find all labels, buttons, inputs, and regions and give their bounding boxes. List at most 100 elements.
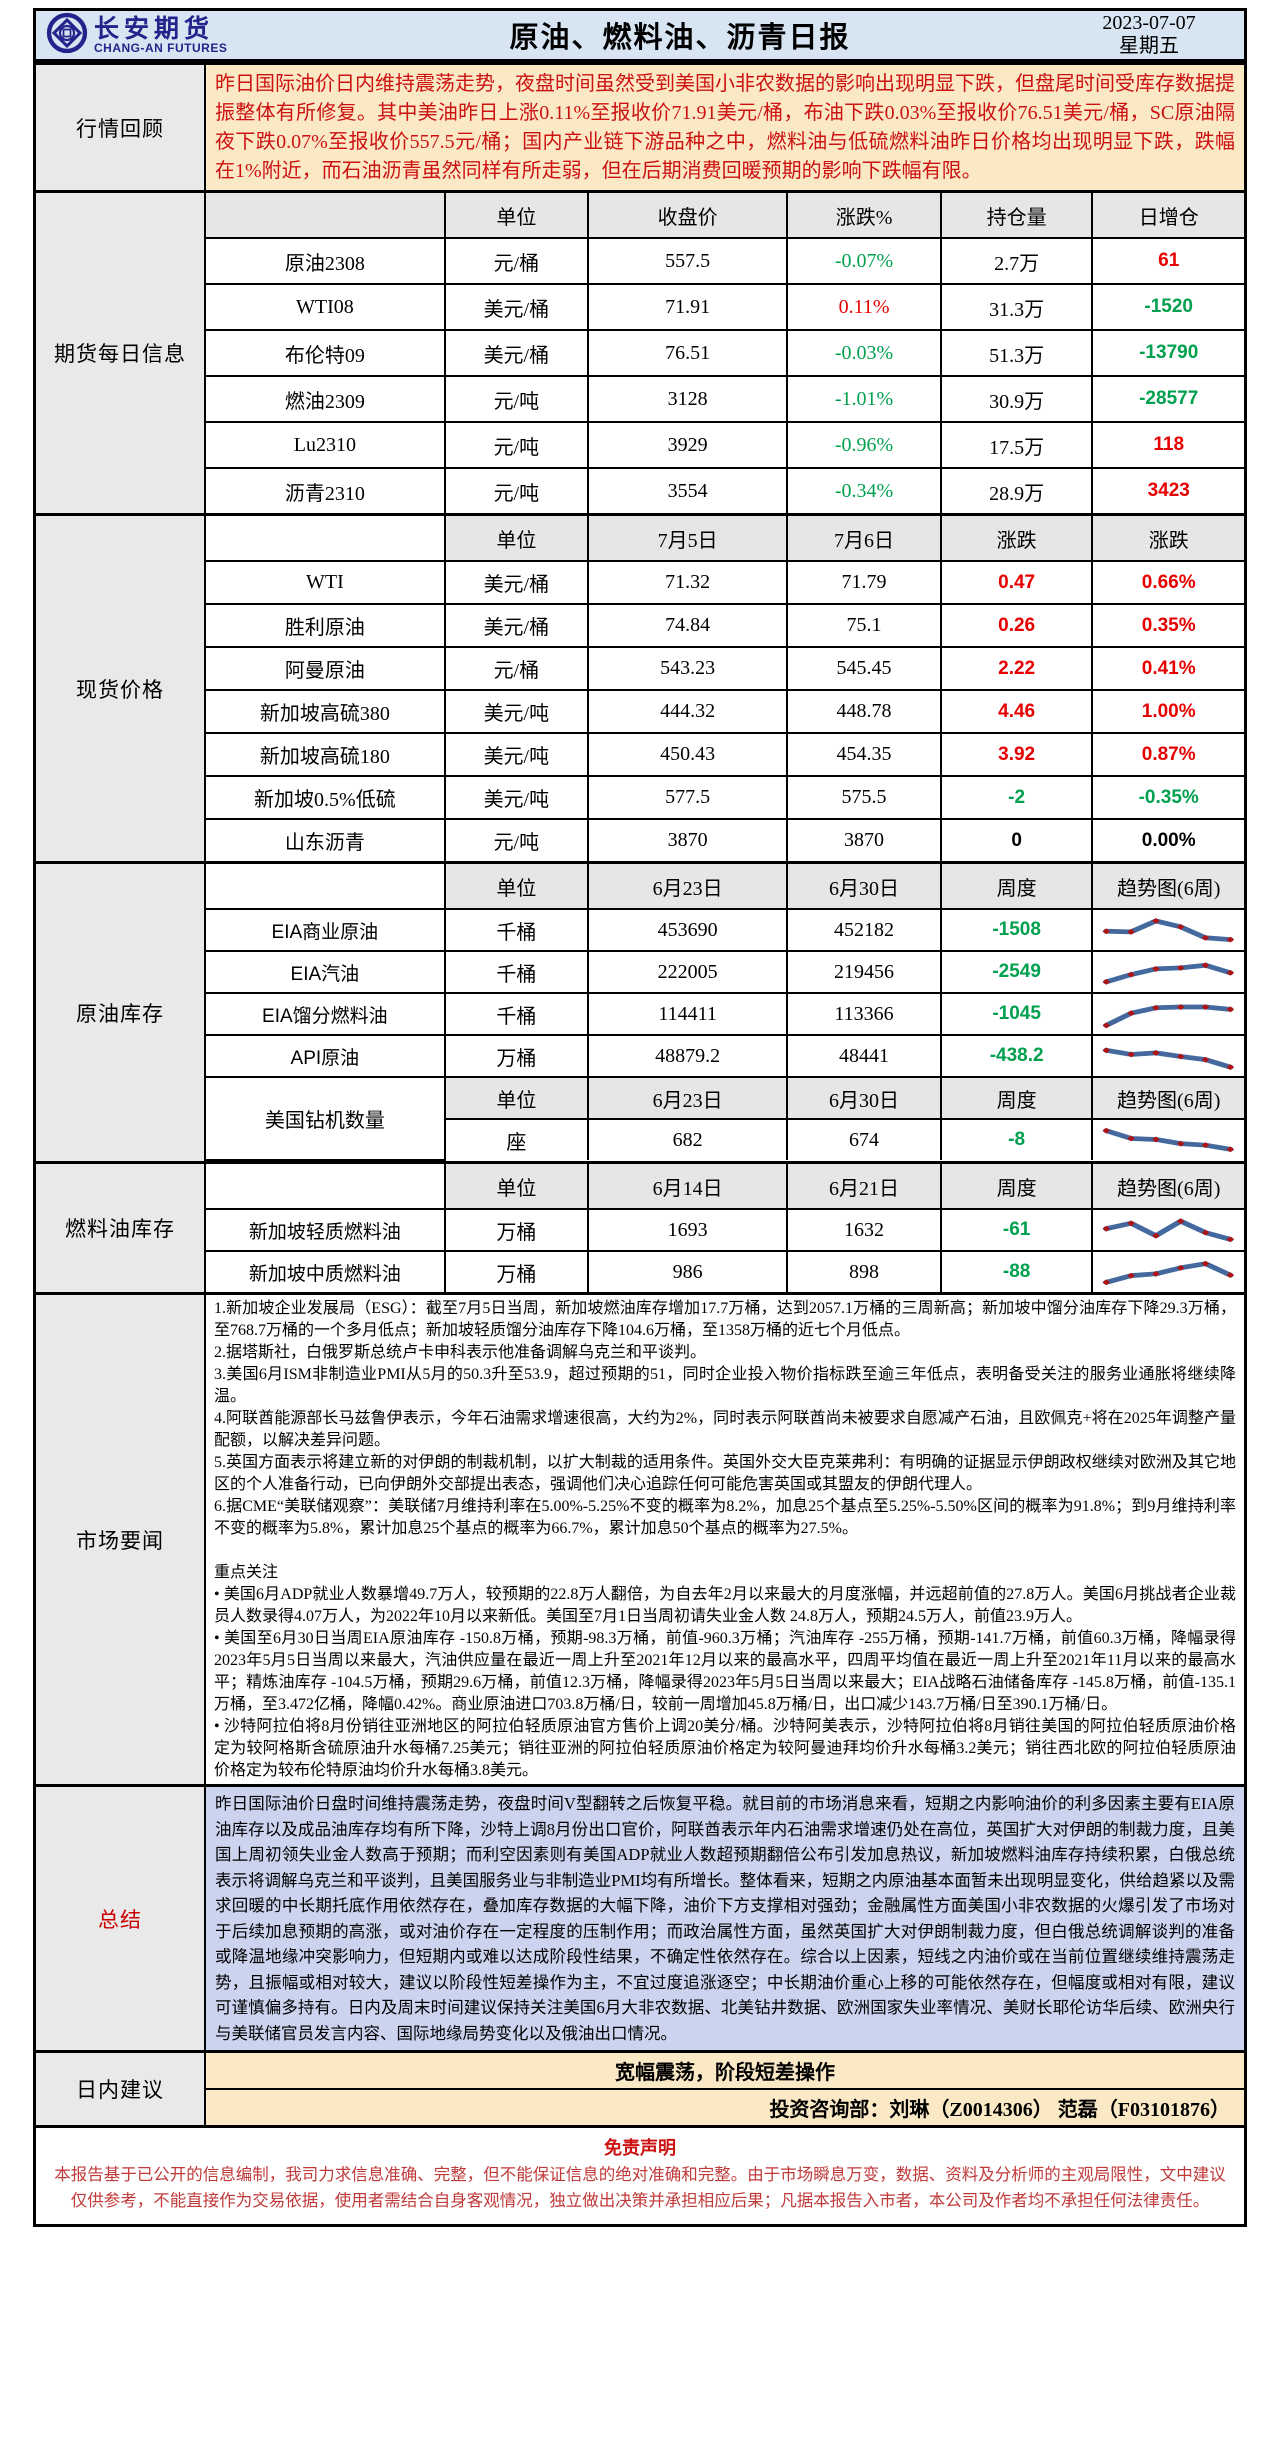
section-crude-inventory: 原油库存 单位 6月23日 6月30日 周度 趋势图(6周) EIA商业原油 千… xyxy=(36,861,1244,1161)
table-row: EIA馏分燃料油 千桶 114411 113366 -1045 xyxy=(206,992,1244,1036)
d2-cell: 575.5 xyxy=(786,775,942,820)
news-item: 2.据塔斯社，白俄罗斯总统卢卡申科表示他准备调解乌克兰和平谈判。 xyxy=(214,1344,707,1361)
unit-cell: 千桶 xyxy=(443,908,589,952)
chg-cell: 0.47 xyxy=(939,560,1094,605)
d1-cell: 682 xyxy=(586,1118,789,1160)
inventory-name: 新加坡中质燃料油 xyxy=(206,1250,446,1292)
pct-cell: -0.35% xyxy=(1091,775,1244,820)
inventory-name: EIA汽油 xyxy=(206,950,446,994)
d1-cell: 48879.2 xyxy=(586,1034,789,1078)
table-row: 山东沥青 元/吨 3870 3870 0 0.00% xyxy=(206,818,1244,861)
brand-block: 长安期货 CHANG-AN FUTURES xyxy=(46,12,296,59)
disclaimer-title: 免责声明 xyxy=(604,2138,676,2158)
header-empty-cell xyxy=(206,516,446,562)
pct-cell: 0.41% xyxy=(1091,646,1244,691)
news-focus-item: • 美国6月ADP就业人数暴增49.7万人，较预期的22.8万人翻倍，为自去年2… xyxy=(214,1586,1236,1625)
table-row: 新加坡中质燃料油 万桶 986 898 -88 xyxy=(206,1250,1244,1292)
d1-cell: 222005 xyxy=(586,950,789,994)
trend-sparkline xyxy=(1091,908,1244,952)
chg-cell: 0 xyxy=(939,818,1094,861)
d1-cell: 543.23 xyxy=(586,646,789,691)
spot-header-row: 单位 7月5日 7月6日 涨跌 涨跌 xyxy=(206,516,1244,562)
contract-name: 布伦特09 xyxy=(206,329,446,377)
unit-cell: 万桶 xyxy=(443,1034,589,1078)
oichg-cell: -1520 xyxy=(1091,283,1244,331)
contract-name: 燃油2309 xyxy=(206,375,446,423)
pct-cell: 0.00% xyxy=(1091,818,1244,861)
unit-cell: 元/桶 xyxy=(443,237,589,285)
chg-cell: 0.11% xyxy=(786,283,942,331)
section-label-fuel-inv: 燃料油库存 xyxy=(36,1164,206,1292)
weekly-chg-cell: -61 xyxy=(939,1208,1094,1252)
table-row: WTI 美元/桶 71.32 71.79 0.47 0.66% xyxy=(206,560,1244,605)
chg-cell: -2 xyxy=(939,775,1094,820)
d1-cell: 114411 xyxy=(586,992,789,1036)
oi-cell: 17.5万 xyxy=(939,421,1094,469)
header-weekly: 周度 xyxy=(939,864,1094,910)
report-title: 原油、燃料油、沥青日报 xyxy=(509,22,851,54)
header-unit: 单位 xyxy=(443,1164,589,1210)
company-logo-icon xyxy=(46,12,88,59)
news-item: 4.阿联酋能源部长马兹鲁伊表示，今年石油需求增速很高，大约为2%，同时表示阿联酋… xyxy=(214,1410,1236,1449)
d2-cell: 219456 xyxy=(786,950,942,994)
d2-cell: 898 xyxy=(786,1250,942,1292)
product-name: 新加坡高硫380 xyxy=(206,689,446,734)
header-date1: 7月5日 xyxy=(586,516,789,562)
fuel-inv-header-row: 单位 6月14日 6月21日 周度 趋势图(6周) xyxy=(206,1164,1244,1210)
pct-cell: 1.00% xyxy=(1091,689,1244,734)
oi-cell: 28.9万 xyxy=(939,467,1094,513)
header-weekly: 周度 xyxy=(939,1076,1094,1120)
product-name: 新加坡高硫180 xyxy=(206,732,446,777)
chg-cell: -0.03% xyxy=(786,329,942,377)
report-header: 长安期货 CHANG-AN FUTURES 原油、燃料油、沥青日报 2023-0… xyxy=(36,11,1244,62)
table-row: 阿曼原油 元/桶 543.23 545.45 2.22 0.41% xyxy=(206,646,1244,691)
pct-cell: 0.35% xyxy=(1091,603,1244,648)
header-chg: 涨跌 xyxy=(939,516,1094,562)
unit-cell: 元/吨 xyxy=(443,818,589,861)
unit-cell: 元/桶 xyxy=(443,646,589,691)
unit-cell: 元/吨 xyxy=(443,467,589,513)
report-page: 长安期货 CHANG-AN FUTURES 原油、燃料油、沥青日报 2023-0… xyxy=(33,8,1247,2227)
futures-table-wrap: 单位 收盘价 涨跌% 持仓量 日增仓 原油2308 元/桶 557.5 -0.0… xyxy=(206,193,1244,513)
header-open-interest: 持仓量 xyxy=(939,193,1094,239)
brand-text: 长安期货 CHANG-AN FUTURES xyxy=(94,16,228,55)
drill-data-row: 座 682 674 -8 xyxy=(206,1118,1244,1160)
table-row: WTI08 美元/桶 71.91 0.11% 31.3万 -1520 xyxy=(206,283,1244,331)
header-date2: 7月6日 xyxy=(786,516,942,562)
unit-cell: 美元/吨 xyxy=(443,775,589,820)
d1-cell: 986 xyxy=(586,1250,789,1292)
inventory-name: EIA商业原油 xyxy=(206,908,446,952)
weekly-chg-cell: -1508 xyxy=(939,908,1094,952)
d2-cell: 113366 xyxy=(786,992,942,1036)
inventory-name: EIA馏分燃料油 xyxy=(206,992,446,1036)
header-weekly: 周度 xyxy=(939,1164,1094,1210)
oi-cell: 30.9万 xyxy=(939,375,1094,423)
section-market-review: 行情回顾 昨日国际油价日内维持震荡走势，夜盘时间虽然受到美国小非农数据的影响出现… xyxy=(36,62,1244,190)
contract-name: 原油2308 xyxy=(206,237,446,285)
chg-cell: 0.26 xyxy=(939,603,1094,648)
news-spacer xyxy=(214,1540,1236,1562)
section-market-news: 市场要闻 1.新加坡企业发展局（ESG）：截至7月5日当周，新加坡燃油库存增加1… xyxy=(36,1292,1244,1784)
unit-cell: 万桶 xyxy=(443,1208,589,1252)
brand-name-en: CHANG-AN FUTURES xyxy=(94,40,228,55)
d2-cell: 454.35 xyxy=(786,732,942,777)
oi-cell: 2.7万 xyxy=(939,237,1094,285)
date-value: 2023-07-07 xyxy=(1102,12,1196,34)
close-cell: 557.5 xyxy=(586,237,789,285)
d1-cell: 444.32 xyxy=(586,689,789,734)
section-label-futures: 期货每日信息 xyxy=(36,193,206,513)
table-row: EIA商业原油 千桶 453690 452182 -1508 xyxy=(206,908,1244,952)
section-futures-daily: 期货每日信息 单位 收盘价 涨跌% 持仓量 日增仓 原油2308 元/桶 557… xyxy=(36,190,1244,513)
table-row: 燃油2309 元/吨 3128 -1.01% 30.9万 -28577 xyxy=(206,375,1244,423)
header-date1: 6月23日 xyxy=(586,864,789,910)
d2-cell: 545.45 xyxy=(786,646,942,691)
section-label-spot: 现货价格 xyxy=(36,516,206,861)
table-row: 布伦特09 美元/桶 76.51 -0.03% 51.3万 -13790 xyxy=(206,329,1244,377)
section-label-news: 市场要闻 xyxy=(36,1295,206,1784)
oichg-cell: 61 xyxy=(1091,237,1244,285)
section-label-advice: 日内建议 xyxy=(36,2053,206,2125)
section-label-review: 行情回顾 xyxy=(36,65,206,190)
unit-cell: 元/吨 xyxy=(443,421,589,469)
section-intraday-advice: 日内建议 宽幅震荡，阶段短差操作 投资咨询部：刘琳（Z0014306） 范磊（F… xyxy=(36,2050,1244,2125)
d1-cell: 577.5 xyxy=(586,775,789,820)
